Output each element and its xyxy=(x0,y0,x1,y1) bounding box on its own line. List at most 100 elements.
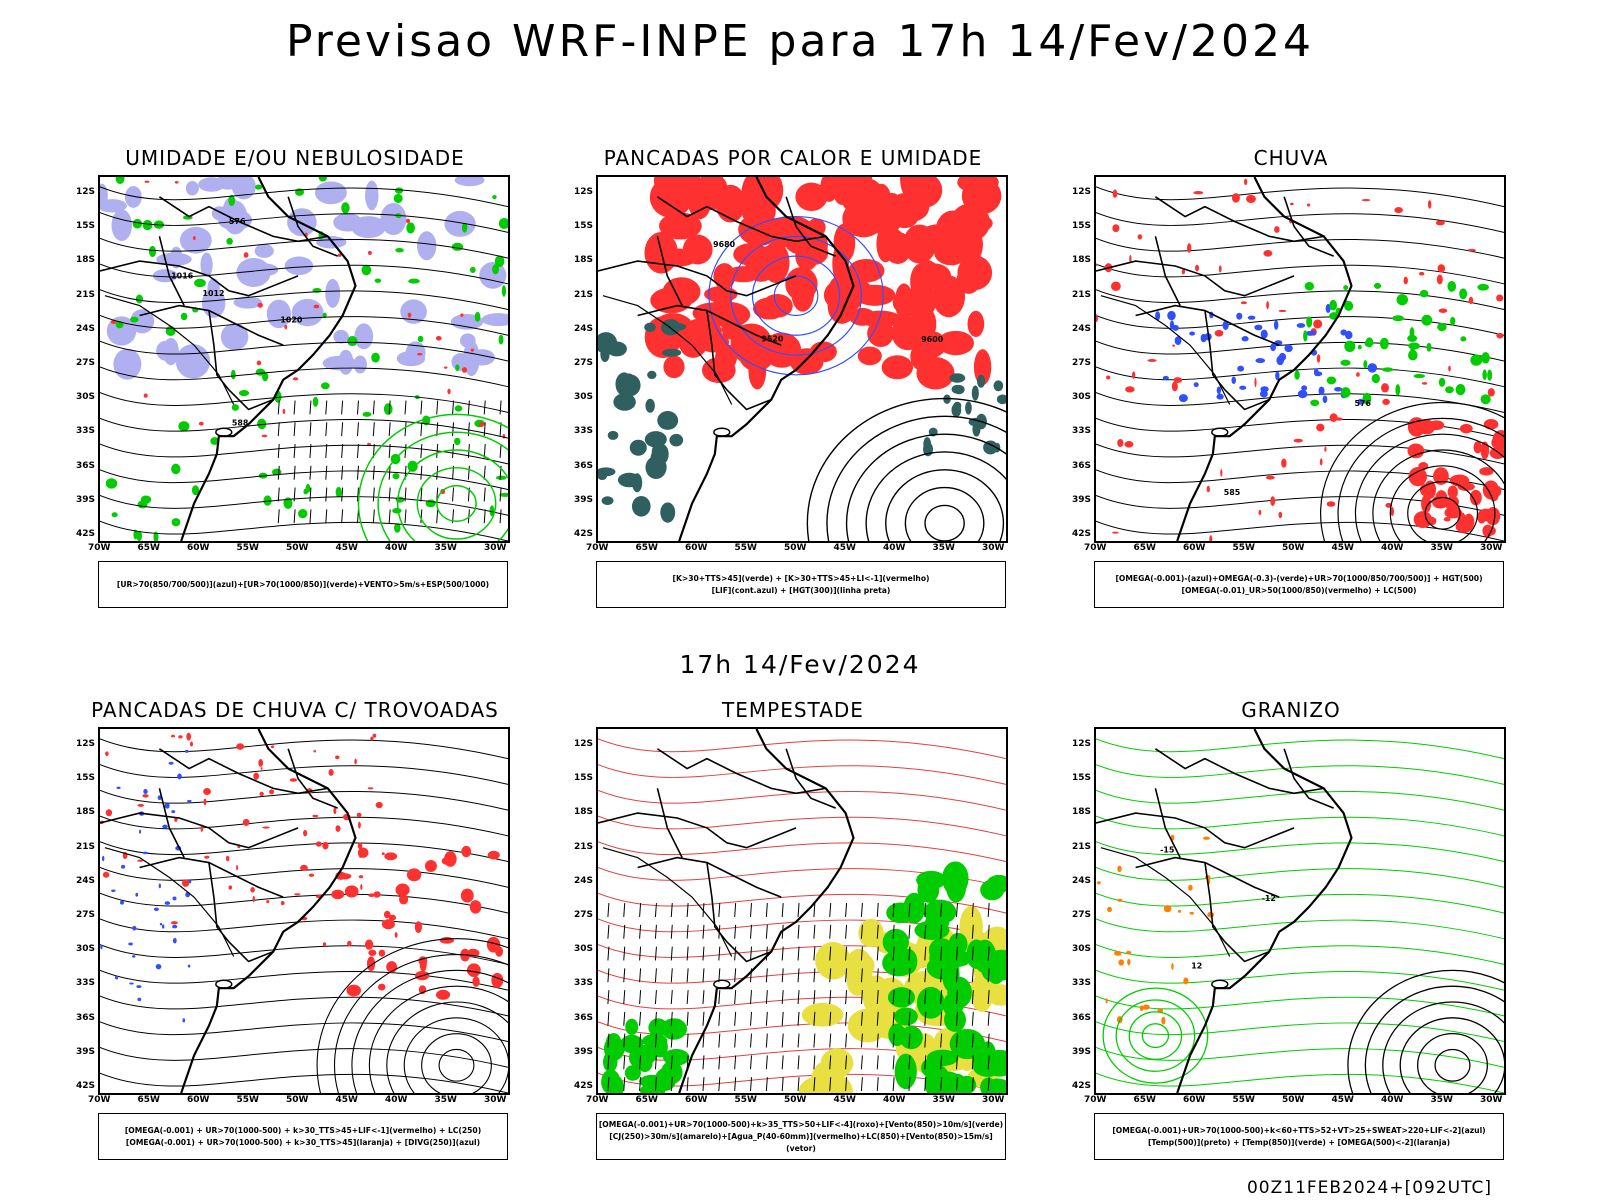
thunder-fill-red xyxy=(364,939,374,950)
humidity-fill-blue xyxy=(454,177,485,187)
lagoon-outline xyxy=(215,427,233,437)
wind-vector xyxy=(372,422,375,437)
streamline xyxy=(100,340,508,362)
wind-vector xyxy=(718,990,721,1005)
convective-fill-teal xyxy=(647,370,657,380)
divergence-fill-blue xyxy=(187,799,192,803)
rain-fill-blue xyxy=(1222,320,1229,330)
wind-vector xyxy=(955,1077,958,1092)
wind-fill-green xyxy=(916,986,945,1019)
streamline xyxy=(100,1072,508,1093)
panel-legend: [UR>70(850/700/500)](azul)+[UR>70(1000/8… xyxy=(98,561,508,608)
divergence-fill-blue xyxy=(188,879,192,884)
wind-vector xyxy=(670,1055,673,1070)
river-line xyxy=(104,847,235,957)
rain-fill-blue xyxy=(1193,382,1199,388)
rain-fill-red xyxy=(1124,441,1134,448)
wind-vector xyxy=(750,1055,752,1070)
wind-vector xyxy=(388,487,391,502)
wind-fill-green xyxy=(894,1053,917,1090)
rain-fill-blue xyxy=(1255,358,1266,364)
temp500-contour xyxy=(1382,1001,1504,1093)
thunder-fill-red xyxy=(322,942,327,947)
humidity-fill-blue xyxy=(338,349,354,375)
rain-fill-red xyxy=(1209,535,1213,541)
wind-vector xyxy=(356,487,359,502)
wind-vector xyxy=(860,968,863,983)
thunder-fill-red xyxy=(373,891,381,898)
wind-fill-green xyxy=(925,912,950,933)
thunder-fill-red xyxy=(178,735,183,739)
convective-fill-red xyxy=(881,355,914,380)
wind-vector xyxy=(940,903,943,917)
thickness-marker xyxy=(470,348,475,352)
temp850-contour xyxy=(1096,1021,1504,1043)
wind-vector xyxy=(829,1011,832,1026)
latitude-tick-label: 12S xyxy=(1072,187,1092,197)
humidity-fill-green xyxy=(371,352,380,363)
humidity-fill-blue xyxy=(233,296,263,309)
rain-fill-red xyxy=(1435,490,1448,507)
thunder-fill-red xyxy=(253,772,259,780)
wind-vector xyxy=(908,903,911,917)
longitude-tick-label: 60W xyxy=(1183,1095,1206,1105)
wind-vector xyxy=(750,1033,752,1048)
thunder-fill-red xyxy=(383,910,391,919)
humidity-fill-green xyxy=(407,460,418,472)
convective-fill-teal xyxy=(965,401,972,415)
wind-vector xyxy=(607,924,610,939)
temp850-contour xyxy=(1096,1072,1504,1093)
wind-vector xyxy=(924,990,927,1005)
convective-fill-teal xyxy=(977,374,986,388)
humidity-fill-blue xyxy=(405,341,426,364)
wind-fill-green xyxy=(660,1060,683,1085)
hgt300-contour xyxy=(826,415,1006,541)
wind-vector xyxy=(341,400,344,415)
rain-fill-red xyxy=(1485,507,1501,526)
wind-vector xyxy=(404,400,407,415)
wind-vector xyxy=(750,990,752,1005)
rain-fill-red xyxy=(1443,517,1451,522)
rain-fill-red xyxy=(1096,263,1099,266)
wind-vector xyxy=(499,487,502,502)
wind-vector xyxy=(765,1033,768,1048)
wind-vector xyxy=(765,1077,768,1092)
convective-fill-red xyxy=(973,349,992,386)
wind-vector xyxy=(876,1033,879,1048)
rain-fill-blue xyxy=(1237,365,1245,372)
rain-fill-red xyxy=(1390,507,1394,517)
rain-fill-green xyxy=(1294,370,1300,380)
wind-vector xyxy=(908,968,911,983)
convective-fill-teal xyxy=(644,322,656,332)
wind-vector xyxy=(955,1033,958,1048)
wind-vector xyxy=(341,487,344,502)
wind-vector xyxy=(325,422,328,437)
wind-vector xyxy=(797,1033,800,1048)
border-line xyxy=(100,812,299,849)
wind-vector xyxy=(277,465,280,480)
run-timestamp: 00Z11FEB2024+[092UTC] xyxy=(1246,1178,1492,1198)
rain-fill-blue xyxy=(1174,336,1182,345)
humidity-fill-blue xyxy=(354,323,374,350)
humidity-fill-blue xyxy=(156,340,175,361)
border-line xyxy=(656,748,826,795)
omega-fill-orange xyxy=(1139,1005,1144,1012)
wind-vector xyxy=(765,1055,768,1070)
wind-fill-green xyxy=(924,1064,951,1093)
latitude-tick-label: 24S xyxy=(76,875,96,886)
thunder-fill-red xyxy=(399,894,409,905)
rain-fill-red xyxy=(1418,271,1425,276)
wind-vector xyxy=(670,1033,673,1048)
rain-fill-blue xyxy=(1169,320,1175,330)
convective-fill-teal xyxy=(662,348,682,357)
streamline xyxy=(100,263,508,285)
rain-fill-green xyxy=(1392,315,1404,322)
wind-vector xyxy=(483,422,486,437)
rain-fill-green xyxy=(1421,314,1433,326)
rain-fill-blue xyxy=(1155,311,1161,321)
rain-fill-red xyxy=(1468,296,1474,305)
border-line xyxy=(287,748,338,809)
rain-fill-red xyxy=(1487,388,1495,397)
rain-fill-red xyxy=(1459,423,1473,434)
convective-fill-red xyxy=(730,323,773,365)
